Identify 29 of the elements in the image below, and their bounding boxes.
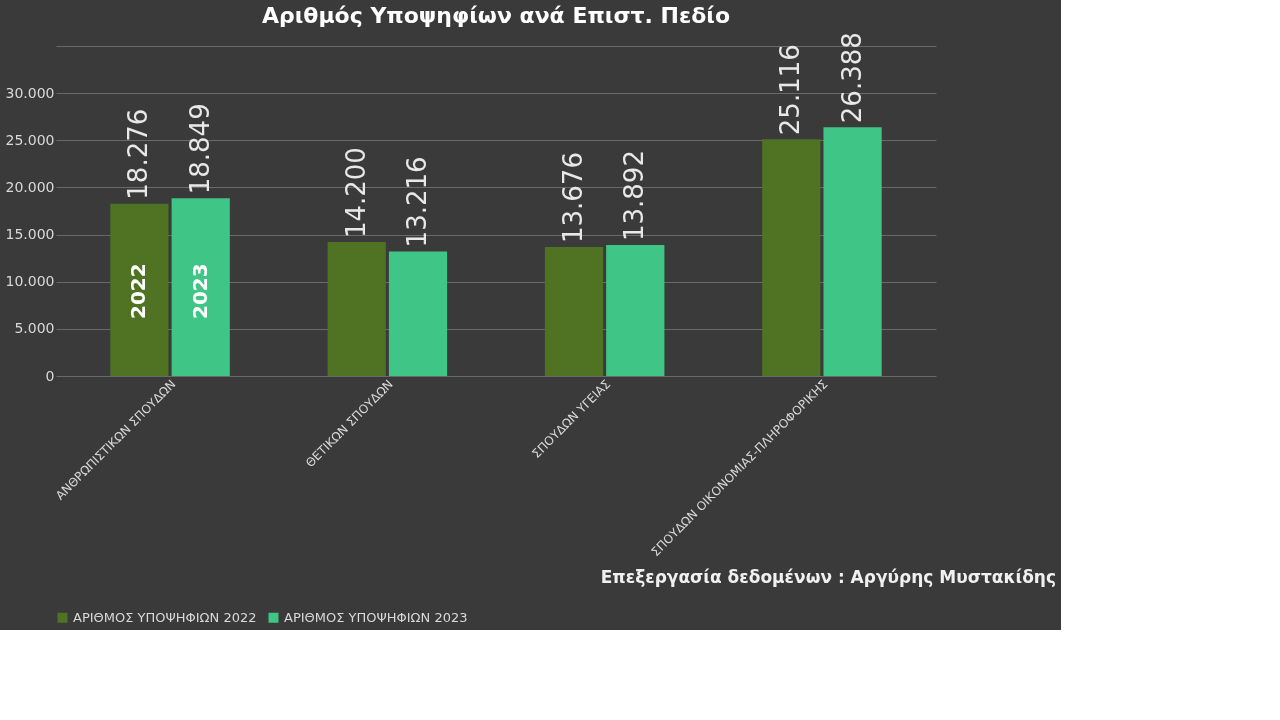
bar bbox=[327, 242, 386, 376]
legend-label: ΑΡΙΘΜΟΣ ΥΠΟΨΗΦΙΩΝ 2023 bbox=[284, 609, 468, 625]
data-label: 13.676 bbox=[558, 152, 588, 244]
data-label: 18.849 bbox=[184, 103, 215, 195]
data-label: 26.388 bbox=[836, 32, 867, 124]
bar bbox=[762, 139, 821, 376]
data-label: 13.892 bbox=[619, 150, 650, 242]
legend-label: ΑΡΙΘΜΟΣ ΥΠΟΨΗΦΙΩΝ 2022 bbox=[73, 609, 257, 625]
chart-title: Αριθμός Υποψηφίων ανά Επιστ. Πεδίο bbox=[261, 3, 731, 29]
y-tick-label: 30.000 bbox=[5, 84, 55, 101]
bar bbox=[823, 127, 882, 376]
bar bbox=[544, 247, 604, 376]
bar bbox=[388, 251, 448, 376]
y-tick-label: 25.000 bbox=[5, 131, 55, 148]
y-tick-label: 0 bbox=[45, 367, 55, 384]
bar bbox=[110, 203, 169, 376]
data-label: 18.276 bbox=[123, 108, 154, 200]
y-tick-label: 15.000 bbox=[5, 226, 55, 243]
data-label: 13.216 bbox=[402, 156, 432, 248]
annotation: 2023 bbox=[187, 263, 212, 319]
bar bbox=[171, 198, 230, 376]
data-label: 14.200 bbox=[340, 147, 371, 239]
text: Επεξεργασία δεδομένων : Αργύρης Μυστακίδης bbox=[600, 567, 1056, 587]
bar bbox=[606, 245, 665, 376]
data-label: 25.116 bbox=[775, 44, 806, 136]
y-tick-label: 20.000 bbox=[5, 178, 55, 195]
y-tick-label: 10.000 bbox=[5, 273, 55, 290]
annotation: 2022 bbox=[126, 263, 151, 319]
y-tick-label: 5.000 bbox=[14, 320, 55, 337]
